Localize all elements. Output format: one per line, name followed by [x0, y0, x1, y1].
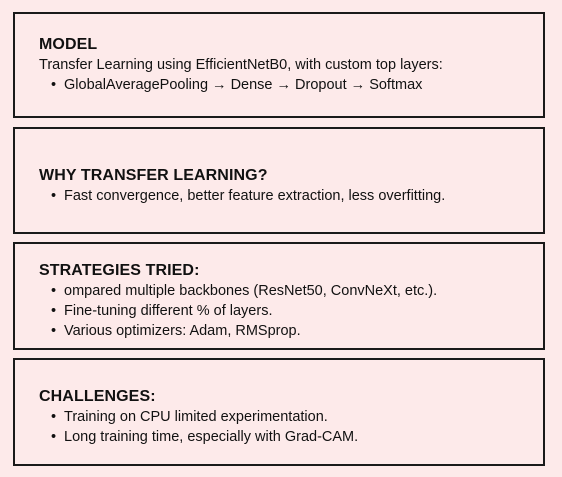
challenges-title: CHALLENGES: — [39, 388, 156, 405]
model-title: MODEL — [39, 36, 98, 53]
why-transfer-learning-card: WHY TRANSFER LEARNING? Fast convergence,… — [13, 127, 545, 234]
why-transfer-learning-bullet-list: Fast convergence, better feature extract… — [39, 186, 533, 206]
strategies-tried-bullet-item: Fine-tuning different % of layers. — [51, 301, 533, 321]
strategies-tried-title: STRATEGIES TRIED: — [39, 262, 200, 279]
strategies-tried-card: STRATEGIES TRIED: ompared multiple backb… — [13, 242, 545, 350]
model-bullet-item: GlobalAveragePooling → Dense → Dropout →… — [51, 75, 533, 95]
model-description: Transfer Learning using EfficientNetB0, … — [39, 57, 443, 73]
strategies-tried-bullet-item: ompared multiple backbones (ResNet50, Co… — [51, 281, 533, 301]
why-transfer-learning-title: WHY TRANSFER LEARNING? — [39, 167, 268, 184]
model-card: MODEL Transfer Learning using EfficientN… — [13, 12, 545, 118]
model-bullet-list: GlobalAveragePooling → Dense → Dropout →… — [39, 75, 533, 95]
challenges-card: CHALLENGES: Training on CPU limited expe… — [13, 358, 545, 466]
strategies-tried-bullet-item: Various optimizers: Adam, RMSprop. — [51, 321, 533, 341]
challenges-bullet-item: Training on CPU limited experimentation. — [51, 407, 533, 427]
strategies-tried-bullet-list: ompared multiple backbones (ResNet50, Co… — [39, 281, 533, 341]
challenges-bullet-list: Training on CPU limited experimentation.… — [39, 407, 533, 447]
challenges-bullet-item: Long training time, especially with Grad… — [51, 427, 533, 447]
why-transfer-learning-bullet-item: Fast convergence, better feature extract… — [51, 186, 533, 206]
